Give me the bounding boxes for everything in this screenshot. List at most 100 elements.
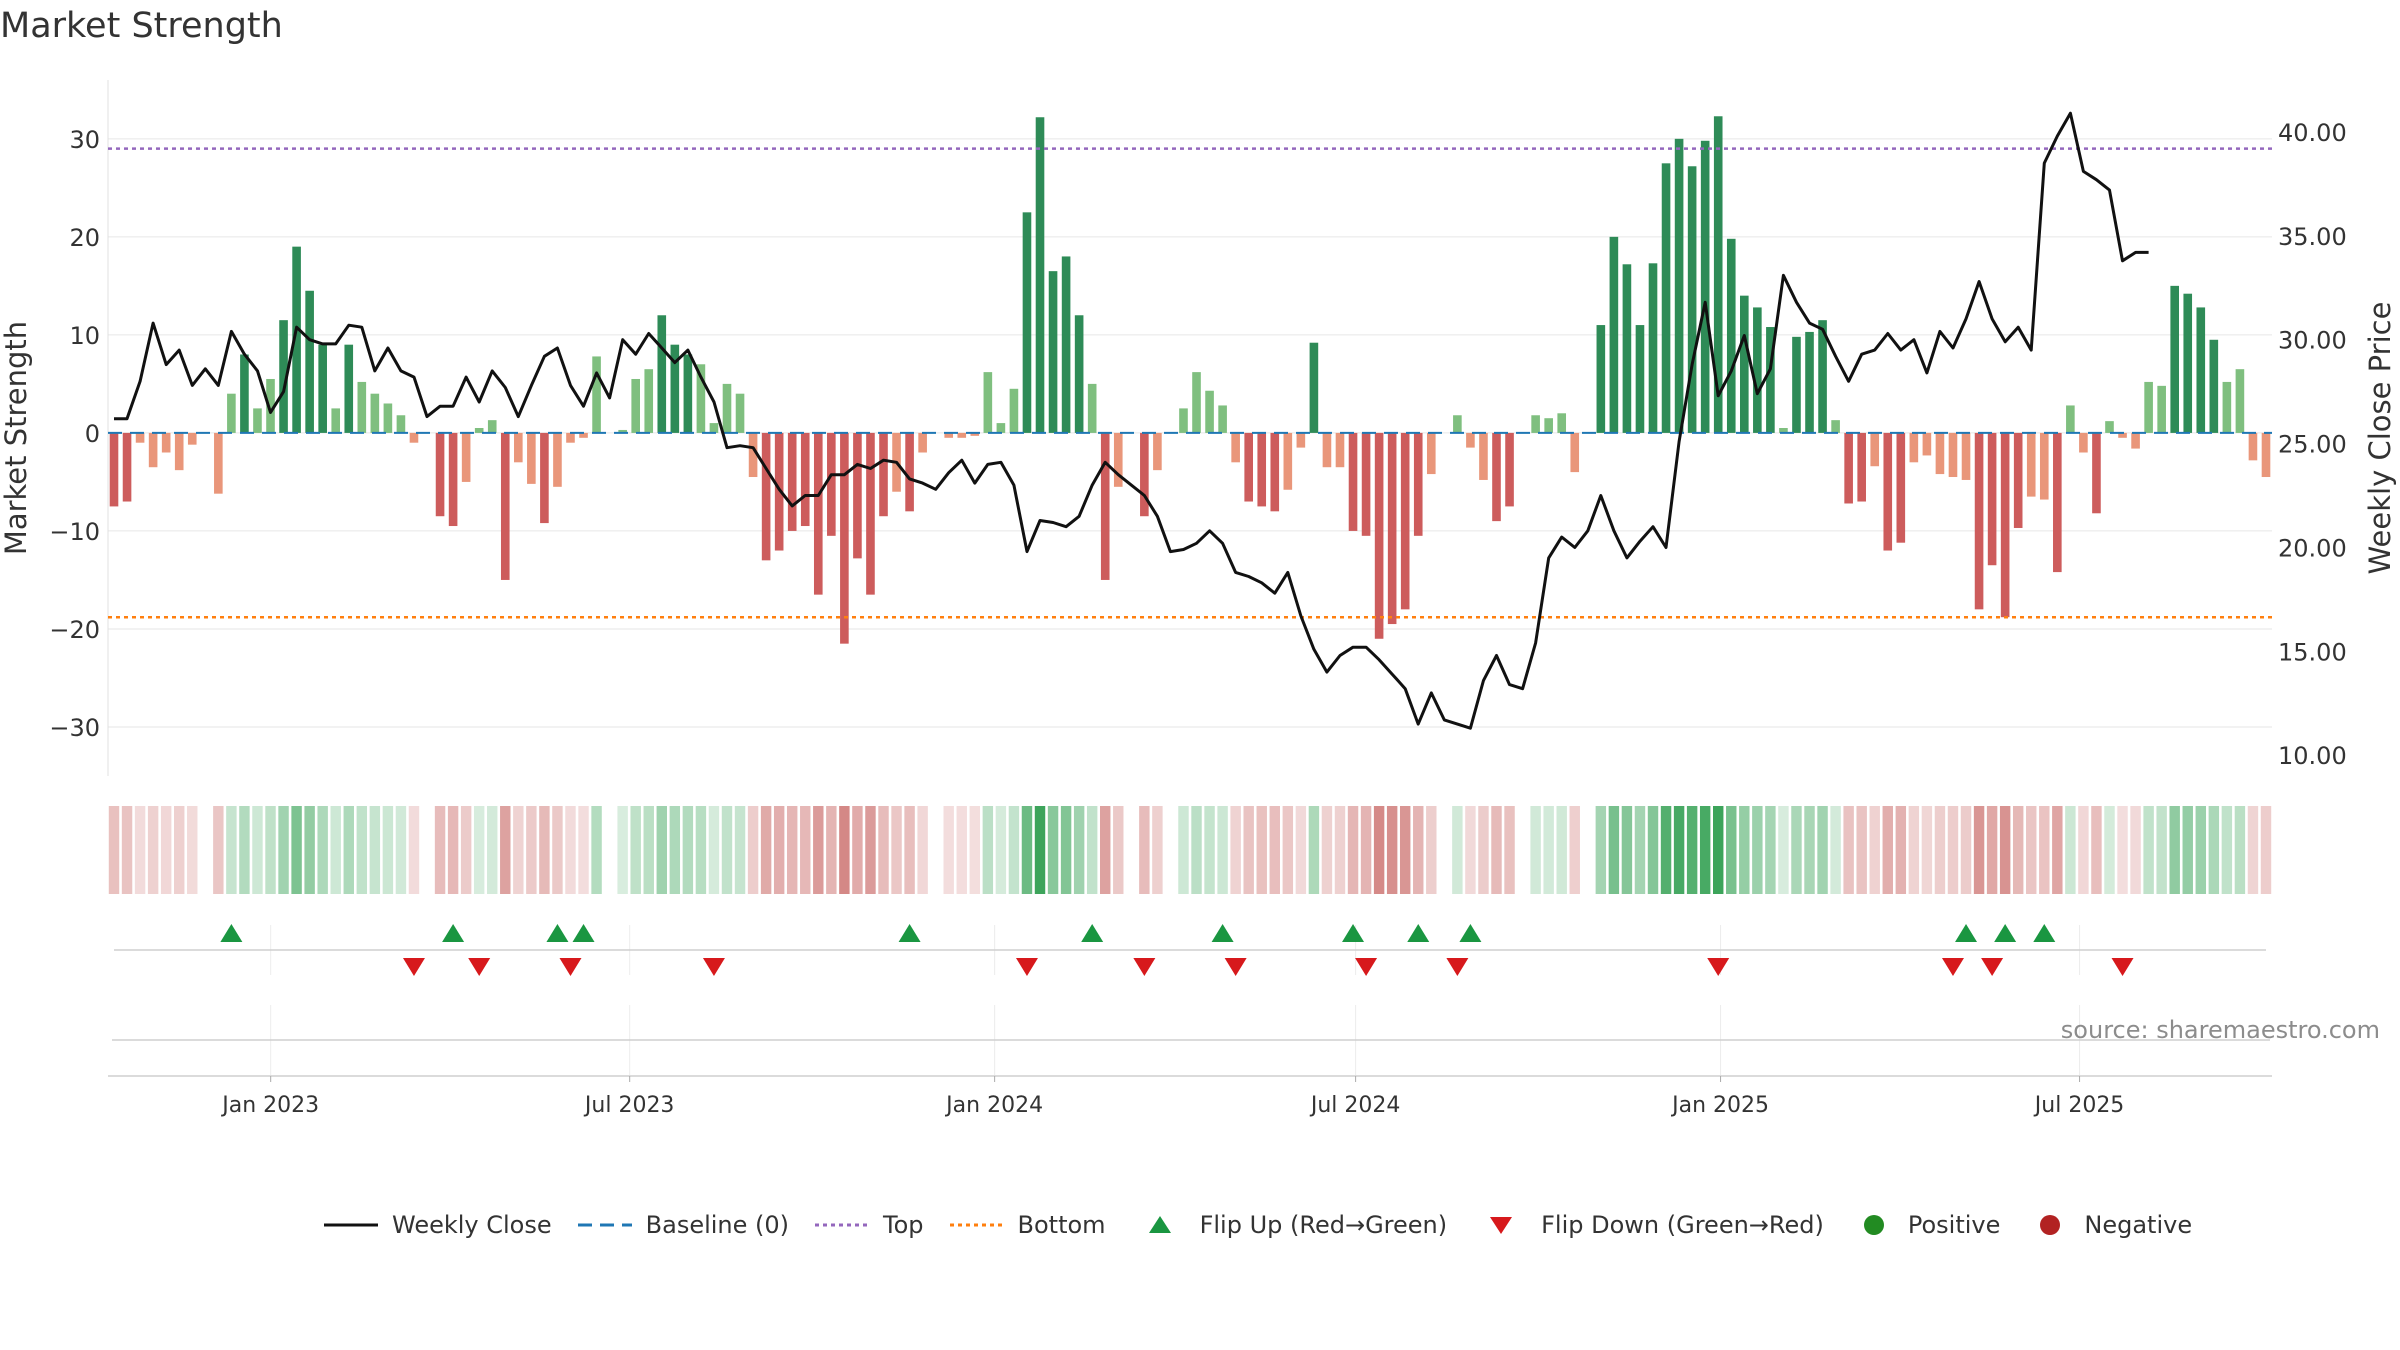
legend-label: Weekly Close: [392, 1211, 552, 1239]
heat-strip-cell: [930, 806, 940, 894]
legend-item[interactable]: Top: [811, 1211, 924, 1239]
flip-down-marker: [702, 958, 725, 976]
heat-strip-cell: [1204, 806, 1215, 894]
heat-strip-cell: [278, 806, 289, 894]
heat-strip-cell: [1178, 806, 1189, 894]
heat-strip-cell: [539, 806, 550, 894]
strength-bar: [866, 432, 875, 595]
y2-tick-label: 30.00: [2278, 327, 2347, 355]
heat-strip-cell: [917, 806, 928, 894]
strength-bar: [187, 432, 197, 445]
strength-bar: [2144, 381, 2153, 433]
heat-strip-cell: [1047, 806, 1059, 894]
strength-bar: [1713, 116, 1723, 433]
weekly-close-line: [114, 111, 2149, 730]
legend-item[interactable]: Bottom: [946, 1211, 1106, 1239]
strength-bar: [1218, 405, 1227, 433]
heat-strip-cell: [617, 806, 628, 894]
strength-bar: [1153, 432, 1162, 471]
y-tick-label: −30: [49, 714, 100, 742]
heat-strip-cell: [1230, 806, 1241, 894]
heat-strip-cell: [2026, 806, 2037, 894]
strength-bar: [1726, 238, 1736, 433]
strength-bar: [318, 344, 327, 433]
flip-up-marker: [1342, 924, 1365, 942]
strength-bar: [1309, 342, 1319, 433]
heat-strip-cell: [1426, 806, 1437, 894]
legend-line-icon: [946, 1213, 1008, 1237]
heat-strip-cell: [1373, 806, 1385, 894]
heat-strip-cell: [265, 806, 276, 894]
heat-strip-cell: [408, 806, 420, 894]
strength-bar: [1935, 432, 1945, 475]
heat-strip-cell: [956, 806, 967, 894]
strength-bar: [1831, 420, 1840, 433]
heat-strip-cell: [1830, 806, 1841, 894]
strength-bar: [370, 393, 380, 433]
heat-strip-cell: [1699, 806, 1711, 894]
heat-strip-cell: [591, 806, 602, 894]
strength-bar: [540, 432, 549, 524]
heat-strip-cell: [1817, 806, 1828, 894]
heat-strip-cell: [747, 806, 759, 894]
flip-down-marker: [1015, 958, 1038, 976]
strength-bar: [161, 432, 171, 453]
legend-item[interactable]: Flip Down (Green→Red): [1469, 1211, 1824, 1239]
heat-strip-cell: [2104, 806, 2115, 894]
strength-bar: [266, 378, 275, 433]
strength-bar: [1818, 320, 1827, 433]
strength-bar: [1426, 432, 1436, 475]
strength-bar: [1948, 432, 1958, 478]
flip-down-marker: [1224, 958, 1247, 976]
heat-strip-cell: [369, 806, 381, 894]
strength-bar: [2183, 293, 2193, 433]
heat-strip-cell: [2221, 806, 2233, 894]
legend-label: Baseline (0): [645, 1211, 790, 1239]
legend-item[interactable]: Flip Up (Red→Green): [1128, 1211, 1447, 1239]
heat-strip-cell: [1908, 806, 1920, 894]
strength-bar: [1179, 408, 1188, 433]
legend-item[interactable]: Baseline (0): [574, 1211, 789, 1239]
heat-strip-cell: [1765, 806, 1776, 894]
heat-strip-cell: [447, 806, 459, 894]
strength-heat-strip: [108, 806, 2272, 894]
heat-strip-cell: [1921, 806, 1933, 894]
strength-bar: [1909, 432, 1919, 463]
strength-bar: [279, 320, 288, 433]
heat-strip-cell: [213, 806, 224, 894]
heat-strip-cell: [382, 806, 394, 894]
y2-tick-label: 25.00: [2278, 431, 2347, 459]
heat-strip-cell: [1726, 806, 1737, 894]
strength-bar: [1100, 432, 1110, 580]
x-tick-label: Jul 2024: [1309, 1093, 1401, 1118]
heat-strip-cell: [1556, 806, 1567, 894]
heat-strip-cell: [604, 806, 614, 894]
legend-item[interactable]: Negative: [2022, 1211, 2192, 1239]
heat-strip-cell: [1269, 806, 1280, 894]
heat-strip-cell: [526, 806, 537, 894]
strength-bar: [1048, 271, 1058, 433]
heat-strip-cell: [2143, 806, 2154, 894]
heat-strip-cell: [2260, 806, 2272, 894]
strength-bar: [1570, 432, 1580, 473]
legend-triangle-icon: [1140, 1213, 1180, 1237]
strength-bar: [553, 432, 562, 487]
legend-item[interactable]: Positive: [1846, 1211, 2000, 1239]
y2-tick-label: 15.00: [2278, 638, 2347, 666]
heat-strip-cell: [1934, 806, 1946, 894]
heat-strip-cell: [2078, 806, 2089, 894]
strength-bar: [1387, 432, 1397, 625]
legend-item[interactable]: Weekly Close: [320, 1211, 552, 1239]
strength-bar: [1505, 432, 1514, 507]
strength-bar: [1205, 390, 1214, 433]
strength-bar: [2222, 381, 2232, 433]
flip-down-marker: [559, 958, 582, 976]
heat-strip-cell: [1517, 806, 1527, 894]
heat-strip-cell: [1739, 806, 1750, 894]
heat-strip-cell: [1713, 806, 1724, 894]
strength-bar: [1883, 432, 1893, 551]
strength-bar: [435, 432, 445, 517]
strength-bar: [1374, 432, 1384, 639]
strength-bar: [722, 383, 732, 433]
